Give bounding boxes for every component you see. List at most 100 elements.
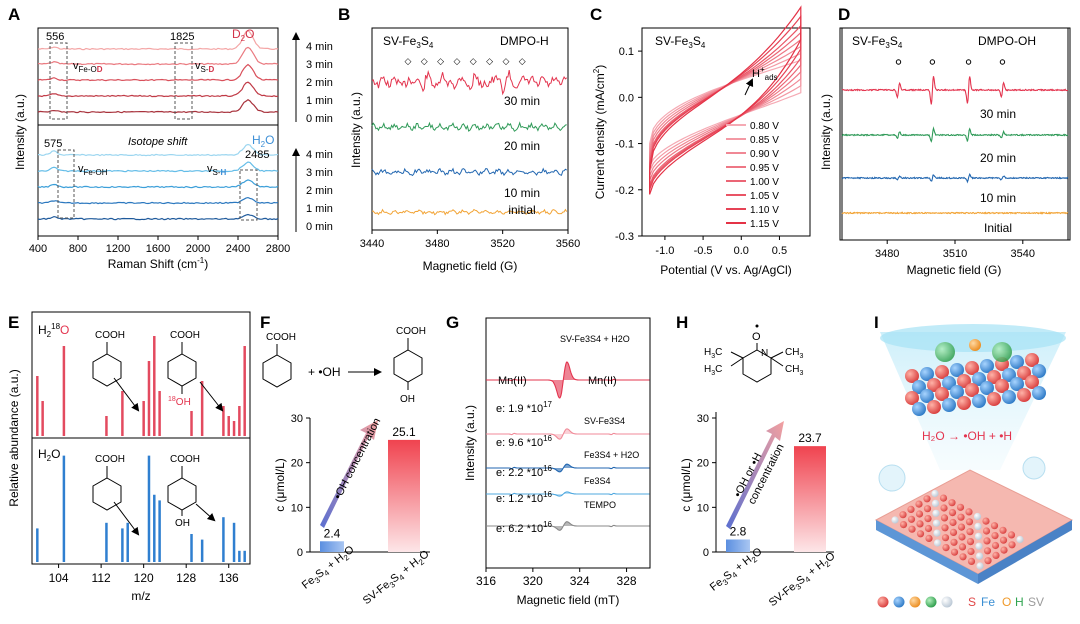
panel-g-labels: SV-Fe3S4 + H2O SV-Fe3S4 Fe3S4 + H2O Fe3S4 TE… — [496, 334, 639, 535]
zoom-h-atom — [935, 342, 955, 362]
g-spin-label-2: e: 2.2 *1016 — [496, 464, 553, 479]
g-xtick-label-2: 324 — [570, 574, 590, 588]
panel-g-xlabel: Magnetic field (mT) — [517, 593, 620, 607]
trace-d2o-3 — [38, 81, 279, 98]
h-bar-1 — [794, 446, 826, 552]
zoom-atom-2-4 — [965, 383, 979, 397]
h-bars: 2.8 23.7 — [726, 431, 826, 552]
e-xtick-label-3: 128 — [176, 571, 196, 585]
f-ytick-label-3: 30 — [291, 413, 303, 425]
b-marker-5: ◇ — [486, 56, 493, 66]
panel-c-legend: 0.80 V 0.85 V 0.90 V 0.95 V 1.00 V 1.05 V 1.10… — [726, 121, 779, 230]
panel-f: F COOH + •OH COOH OH 0 10 20 30 2.4 25.1 •OH… — [260, 313, 432, 607]
zoom-atom-0-5 — [980, 359, 994, 373]
slab-atom-4-1 — [931, 499, 940, 507]
c-legend-label-4: 1.00 V — [750, 177, 779, 188]
b-xtick-label-3: 3560 — [556, 238, 580, 250]
panel-g-frame — [485, 317, 651, 569]
label-vfe-od: vFe-OD — [73, 60, 103, 74]
tempo-o: O — [752, 331, 761, 343]
arrow-e-4 — [195, 503, 216, 522]
c-legend-label-1: 0.85 V — [750, 135, 779, 146]
h-bar-0 — [726, 539, 750, 552]
i-legend-text-3: H — [1015, 595, 1024, 609]
panel-g-traces — [486, 361, 650, 531]
e-xtick-label-2: 120 — [134, 571, 154, 585]
zoom-atom-2-0 — [905, 391, 919, 405]
cooh-label-1: COOH — [95, 330, 125, 341]
f-bar-value-0: 2.4 — [324, 526, 341, 540]
slab-atom-1-4 — [933, 529, 941, 537]
slab-atom-3-4 — [949, 518, 957, 527]
slab-atom-3-5 — [957, 523, 966, 531]
c-ytick-label-1: 0.0 — [619, 92, 634, 104]
panel-d-title-right: DMPO-OH — [978, 34, 1036, 48]
c-ytick-label-0: 0.1 — [619, 46, 634, 58]
a-time-top-4: 0 min — [306, 113, 333, 125]
zoom-atom-2-8 — [1025, 375, 1039, 389]
d-trace-2 — [841, 172, 1069, 184]
zoom-atom-0-3 — [950, 363, 964, 377]
g-fill-3 — [486, 491, 650, 497]
slab-atom-3-7 — [974, 532, 983, 540]
a-xtick-label-5: 2400 — [226, 243, 250, 255]
slab-atom-0-9 — [967, 557, 976, 566]
panel-d: D SV-Fe3S4 DMPO-OH 30 min 20 min 10 min Ini… — [819, 5, 1071, 277]
a-xtick-label-3: 1600 — [146, 243, 170, 255]
panel-label-b: B — [338, 5, 350, 24]
slab-atom-0-7 — [950, 548, 959, 556]
zoom-atom-1-0 — [912, 380, 926, 394]
slab-atom-0-1 — [899, 521, 908, 529]
zoom-atom-3-1 — [927, 400, 941, 414]
tempo-ch3-2: CH3 — [785, 364, 803, 377]
slab-atom-1-10 — [984, 557, 992, 565]
slab-atom-5-5 — [973, 512, 982, 521]
box-2485 — [239, 169, 258, 221]
e-xtick-label-0: 104 — [49, 571, 69, 585]
trace-h2o-4 — [37, 213, 279, 221]
slab-atom-5-7 — [990, 522, 999, 530]
panel-d-xticks: 3480 3510 3540 — [875, 240, 1035, 260]
c-xtick-label-3: 0.5 — [772, 245, 787, 257]
box-556 — [49, 42, 68, 120]
a-xtick-label-2: 1200 — [106, 243, 130, 255]
trace-h2o-1 — [37, 161, 279, 173]
label-575: 575 — [44, 138, 62, 150]
a-time-bot-1: 3 min — [306, 167, 333, 179]
label-vs-d: vS-D — [195, 60, 215, 74]
g-fill-2 — [486, 464, 650, 472]
i-legend-dot-1 — [893, 596, 905, 608]
box-1825 — [174, 42, 193, 120]
d-peak-marker-1 — [929, 59, 936, 65]
trace-h2o-0 — [38, 143, 279, 157]
b-marker-2: ◇ — [437, 56, 444, 66]
panel-c: C SV-Fe3S4 H+ads 0.80 V 0.85 V 0.90 V 0.95 … — [590, 5, 811, 277]
slab-atom-5-9 — [1007, 531, 1016, 539]
tempo-n: N — [761, 348, 768, 359]
box-575 — [57, 149, 75, 219]
slab-atom-4-0 — [923, 495, 931, 503]
f-cooh-1: COOH — [266, 332, 296, 343]
slab-atom-4-10 — [1008, 541, 1016, 549]
i-legend-dot-4 — [941, 596, 953, 608]
g-fill-0 — [486, 362, 650, 398]
panel-d-trace-labels: 30 min 20 min 10 min Initial — [980, 107, 1016, 235]
slab-atom-5-10 — [1016, 535, 1024, 544]
molecule-f-hydroxy — [393, 338, 423, 390]
h-bar-value-1: 23.7 — [798, 431, 822, 445]
panel-b-frame — [371, 27, 569, 231]
zoomed-surface — [905, 339, 1046, 416]
trace-d2o-2 — [37, 63, 279, 82]
panel-c-xlabel: Potential (V vs. Ag/AgCl) — [660, 263, 791, 277]
slab-atom-2-3 — [932, 519, 941, 527]
slab-atom-5-6 — [982, 517, 990, 525]
b-marker-0: ◇ — [404, 56, 411, 66]
zoom-oh-atom — [992, 342, 1012, 362]
slab-atom-1-2 — [916, 520, 924, 528]
molecule-hydroxybenzoic-bottom — [167, 466, 197, 516]
cooh-label-3: COOH — [95, 454, 125, 465]
tempo-ch3-1: CH3 — [785, 347, 803, 360]
panel-i-legend: S Fe O H SV — [877, 595, 1044, 609]
catalyst-slab-left — [876, 520, 978, 584]
f-bar-1 — [388, 439, 420, 552]
